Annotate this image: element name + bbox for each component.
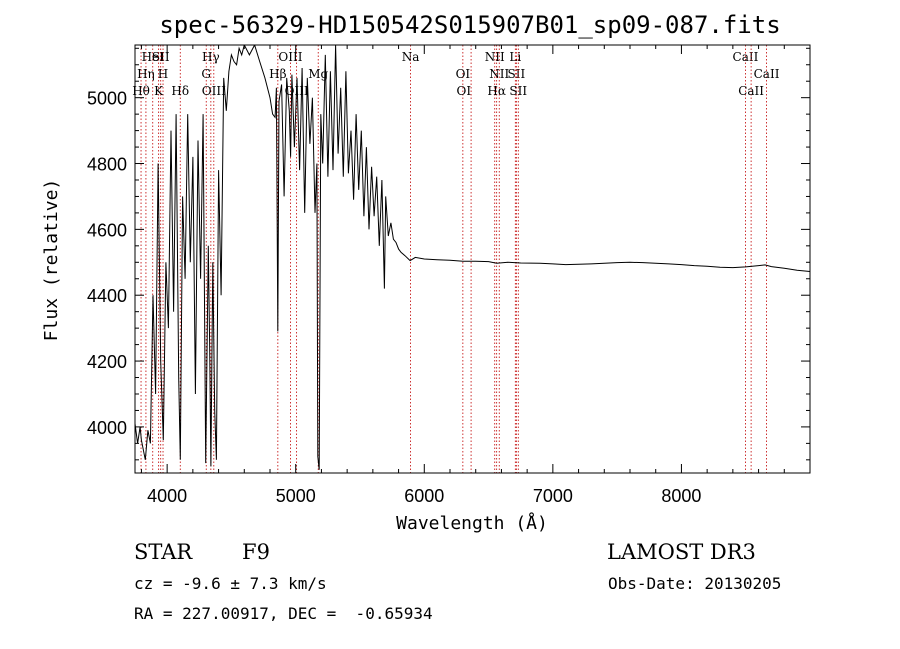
marker-label-li: Li bbox=[509, 50, 521, 64]
marker-label-hβ: Hβ bbox=[269, 67, 286, 81]
spectral-class: F9 bbox=[242, 540, 270, 564]
redshift-velocity: cz = -9.6 ± 7.3 km/s bbox=[134, 574, 327, 593]
survey-name: LAMOST DR3 bbox=[607, 540, 756, 564]
plot-frame bbox=[134, 44, 811, 474]
x-tick-label: 4000 bbox=[147, 486, 187, 506]
spectrum-line bbox=[135, 45, 810, 470]
marker-label-hη: Hη bbox=[137, 67, 155, 81]
sky-coordinates: RA = 227.00917, DEC = -0.65934 bbox=[134, 604, 433, 623]
marker-label-na: Na bbox=[402, 50, 420, 64]
x-axis-label: Wavelength (Å) bbox=[396, 512, 548, 534]
marker-label-sii: SII bbox=[507, 67, 525, 81]
marker-label-oiii: OIII bbox=[202, 84, 226, 98]
marker-label-caii: CaII bbox=[754, 67, 780, 81]
marker-label-oiii: OIII bbox=[278, 50, 302, 64]
object-type: STAR bbox=[134, 540, 193, 564]
observation-date: Obs-Date: 20130205 bbox=[608, 574, 782, 593]
marker-label-hα: Hα bbox=[487, 84, 506, 98]
marker-label-nii: NII bbox=[485, 50, 505, 64]
marker-label-hγ: Hγ bbox=[202, 50, 220, 64]
y-tick-label: 4800 bbox=[87, 155, 127, 175]
chart-title: spec-56329-HD150542S015907B01_sp09-087.f… bbox=[159, 11, 780, 39]
marker-label-oi: OI bbox=[456, 67, 471, 81]
y-tick-label: 4200 bbox=[87, 352, 127, 372]
marker-label-oi: OI bbox=[457, 84, 472, 98]
marker-label-h: H bbox=[158, 67, 168, 81]
y-tick-label: 4000 bbox=[87, 418, 127, 438]
marker-label-g: G bbox=[201, 67, 211, 81]
x-tick-label: 8000 bbox=[661, 486, 701, 506]
x-tick-label: 5000 bbox=[276, 486, 316, 506]
x-tick-label: 6000 bbox=[404, 486, 444, 506]
marker-label-sii: SII bbox=[509, 84, 527, 98]
axis-ticks bbox=[135, 45, 811, 473]
marker-label-caii: CaII bbox=[733, 50, 759, 64]
y-tick-label: 5000 bbox=[87, 89, 127, 109]
y-axis-label: Flux (relative) bbox=[41, 179, 62, 342]
y-tick-label: 4600 bbox=[87, 220, 127, 240]
marker-label-hδ: Hδ bbox=[171, 84, 189, 98]
marker-label-hθ: Hθ bbox=[132, 84, 150, 98]
y-tick-label: 4400 bbox=[87, 286, 127, 306]
x-tick-labels: 4000 5000 6000 7000 8000 bbox=[147, 486, 701, 506]
marker-label-k: K bbox=[154, 84, 164, 98]
marker-label-mg: Mg bbox=[308, 67, 328, 81]
marker-label-caii: CaII bbox=[738, 84, 764, 98]
y-tick-labels: 4000 4200 4400 4600 4800 5000 bbox=[87, 89, 127, 438]
marker-label-sii: SII bbox=[152, 50, 170, 64]
marker-label-nii: NII bbox=[489, 67, 509, 81]
x-tick-label: 7000 bbox=[533, 486, 573, 506]
